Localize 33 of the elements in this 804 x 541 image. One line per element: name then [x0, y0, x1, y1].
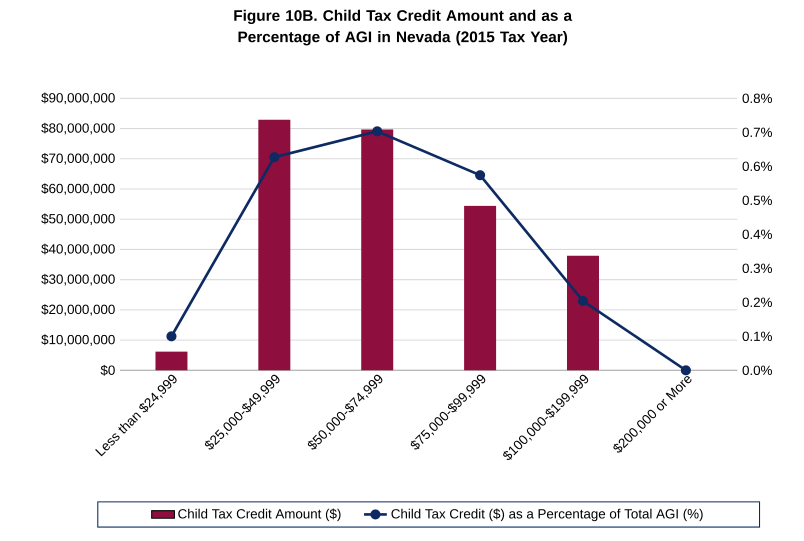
chart-title: Figure 10B. Child Tax Credit Amount and as a Percentage of AGI in Nevada (2015 Tax Year): [234, 10, 572, 46]
y2-tick-label: 0.0%: [742, 366, 772, 376]
y2-tick-label: 0.6%: [742, 162, 772, 172]
y2-tick-label: 0.8%: [742, 94, 772, 104]
y2-tick-label: 0.7%: [742, 128, 772, 138]
point: [680, 365, 691, 376]
legend-label: Child Tax Credit ($) as a Percentage of Total AGI (%): [391, 508, 703, 522]
point: [475, 170, 486, 180]
y-tick-label: $20,000,000: [41, 304, 115, 316]
y2-tick-label: 0.1%: [742, 332, 772, 342]
y-tick-label: $40,000,000: [41, 244, 115, 256]
y-tick-label: $10,000,000: [41, 334, 115, 346]
legend-label: Child Tax Credit Amount ($): [178, 508, 341, 522]
point: [269, 152, 280, 162]
bar: [258, 120, 290, 370]
point: [372, 126, 382, 136]
bar: [361, 129, 394, 370]
point: [578, 296, 588, 306]
y2-tick-label: 0.5%: [742, 196, 772, 206]
point: [166, 331, 177, 342]
bar: [566, 256, 599, 370]
y-tick-label: $0: [100, 364, 115, 376]
y-tick-label: $30,000,000: [41, 274, 115, 286]
y-tick-label: $90,000,000: [41, 92, 115, 104]
y-tick-label: $50,000,000: [41, 213, 115, 226]
bar: [464, 206, 496, 370]
y2-tick-label: 0.2%: [742, 298, 772, 308]
y-tick-label: $70,000,000: [41, 152, 115, 165]
y2-tick-label: 0.4%: [742, 230, 772, 240]
y-tick-label: $60,000,000: [41, 183, 115, 195]
y2-tick-label: 0.3%: [742, 264, 772, 274]
bar: [155, 352, 188, 370]
y-tick-label: $80,000,000: [41, 122, 115, 134]
